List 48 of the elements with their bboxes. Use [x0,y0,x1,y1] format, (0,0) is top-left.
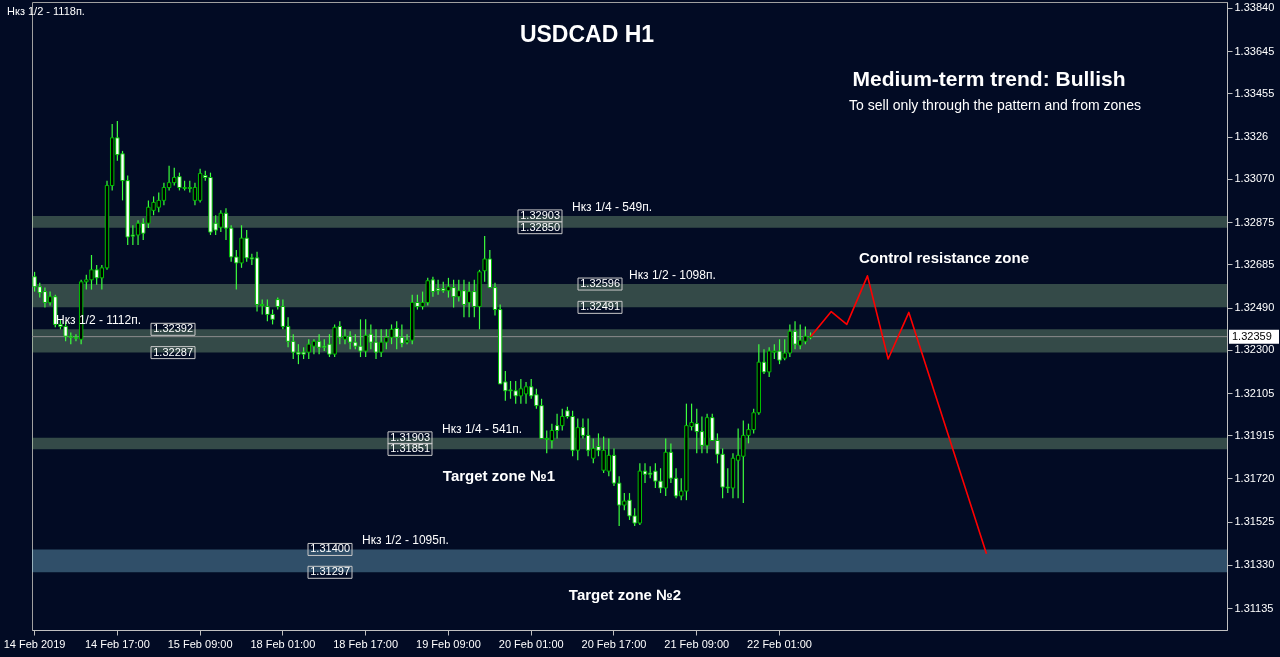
line-series [809,275,988,555]
y-tick-label: 1.32685 [1234,257,1275,270]
y-tick-label: 1.33840 [1234,1,1275,14]
annotation: 1.32903 [520,208,560,221]
x-tick-label: 15 Feb 09:00 [167,637,233,650]
x-tick-label: 14 Feb 2019 [3,637,66,650]
y-tick-label: 1.33455 [1234,86,1275,99]
band-label: Нкз 1/4 - 541п. [442,421,523,436]
y-tick-label: 1.31525 [1234,515,1275,528]
y-tick-label: 1.31135 [1234,601,1274,614]
y-tick-label: 1.31720 [1234,471,1275,484]
y-tick-label: 1.32105 [1234,386,1275,399]
annotation: 1.31400 [310,542,350,555]
x-tick-label: 19 Feb 09:00 [416,637,481,650]
y-tick-label: 1.33070 [1234,172,1275,185]
x-tick-label: 21 Feb 09:00 [664,637,730,650]
annotation: 1.32850 [520,220,560,233]
annotation: 1.32392 [153,322,193,335]
x-tick-label: 18 Feb 01:00 [250,637,316,650]
x-tick-label: 20 Feb 01:00 [498,637,564,650]
annotation: Target zone №2 [568,586,682,603]
x-tick-label: 14 Feb 17:00 [84,637,150,650]
annotation: Medium-term trend: Bullish [852,67,1126,90]
annotation: 1.31851 [390,442,430,455]
annotation: 1.31903 [390,430,430,443]
band-label: Нкз 1/2 - 1095п. [362,533,449,548]
annotation: 1.32491 [580,300,620,313]
x-tick-label: 18 Feb 17:00 [333,637,399,650]
annotation: Control resistance zone [858,249,1030,266]
annotation: Target zone №1 [442,467,556,484]
y-tick-label: 1.32300 [1234,343,1275,356]
y-tick-label: 1.32490 [1234,301,1275,314]
x-tick-label: 22 Feb 01:00 [747,637,812,650]
y-tick-label: 1.3326 [1234,130,1269,143]
x-tick-label: 20 Feb 17:00 [581,637,647,650]
y-tick-label: 1.31330 [1234,558,1275,571]
y-tick-label: 1.32875 [1234,215,1275,228]
annotation: 1.32596 [580,277,620,290]
band-label: Нкз 1/4 - 549п. [572,199,653,214]
text: USDCAD H1 [519,21,655,47]
y-tick-label: 1.31915 [1234,428,1275,441]
annotation: 1.31297 [310,565,350,578]
annotation: 1.32287 [153,345,193,358]
annotation: To sell only through the pattern and from zones [849,97,1141,113]
band-label: Нкз 1/2 - 1098п. [629,268,716,283]
band-label: Нкз 1/2 - 1112п. [56,313,141,328]
ref-line-label: 1.32359 [1232,329,1272,342]
y-tick-label: 1.33645 [1234,44,1275,57]
